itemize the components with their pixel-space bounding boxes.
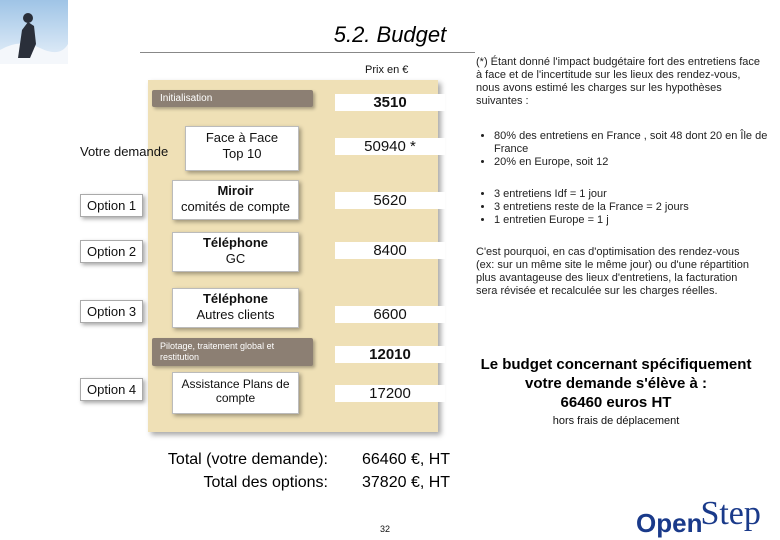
totals-labels: Total (votre demande): Total des options… xyxy=(100,448,328,494)
item-line2: GC xyxy=(225,251,246,266)
item-line2: Autres clients xyxy=(196,307,275,322)
corner-photo xyxy=(0,0,68,64)
label-option-1: Option 1 xyxy=(80,194,144,217)
total-demande-label: Total (votre demande): xyxy=(167,451,328,468)
item-face-a-face: Face à Face Top 10 xyxy=(185,126,299,171)
price-option-4: 17200 xyxy=(335,385,445,402)
bullet-item: 20% en Europe, soit 12 xyxy=(494,156,778,169)
bullet-item: 1 entretien Europe = 1 j xyxy=(494,214,778,227)
bullets-repartition: 80% des entretiens en France , soit 48 d… xyxy=(476,130,778,169)
item-assistance: Assistance Plans de compte xyxy=(172,372,299,414)
pill-initialisation: Initialisation xyxy=(152,90,313,107)
pill-pilotage: Pilotage, traitement global et restituti… xyxy=(152,338,313,366)
price-votre-demande: 50940 * xyxy=(335,138,445,155)
item-line2: comités de compte xyxy=(180,199,291,214)
page-title: 5.2. Budget xyxy=(333,22,447,47)
label-option-4: Option 4 xyxy=(80,378,144,401)
item-line1: Face à Face xyxy=(205,130,279,145)
total-demande-value: 66460 €, HT xyxy=(362,451,451,468)
page-number: 32 xyxy=(379,524,390,534)
budget-summary: Le budget concernant spécifiquement votr… xyxy=(466,355,766,412)
item-line2: Top 10 xyxy=(222,146,262,161)
logo-open: Open xyxy=(636,508,703,538)
summary-line-3: 66460 euros HT xyxy=(560,394,672,411)
prix-header: Prix en € xyxy=(365,64,409,76)
price-option-1: 5620 xyxy=(335,192,445,209)
price-option-2: 8400 xyxy=(335,242,445,259)
note-asterisk: (*) Étant donné l'impact budgétaire fort… xyxy=(476,56,760,107)
total-options-value: 37820 €, HT xyxy=(362,474,451,491)
bullet-item: 3 entretiens reste de la France = 2 jour… xyxy=(494,201,778,214)
item-line1: Assistance Plans de xyxy=(181,377,290,391)
item-telephone-gc: Téléphone GC xyxy=(172,232,299,272)
label-votre-demande: Votre demande xyxy=(80,144,169,159)
price-initialisation: 3510 xyxy=(335,94,445,111)
item-line1: Téléphone xyxy=(202,235,268,250)
label-option-3: Option 3 xyxy=(80,300,144,323)
label-option-2: Option 2 xyxy=(80,240,144,263)
item-miroir: Miroir comités de compte xyxy=(172,180,299,220)
openstep-logo: OpenStep xyxy=(636,495,761,539)
bullets-jours: 3 entretiens Idf = 1 jour 3 entretiens r… xyxy=(476,188,778,227)
price-option-3: 6600 xyxy=(335,306,445,323)
price-pilotage: 12010 xyxy=(335,346,445,363)
item-line1: Miroir xyxy=(217,183,254,198)
item-telephone-autres: Téléphone Autres clients xyxy=(172,288,299,328)
summary-sub: hors frais de déplacement xyxy=(552,415,680,427)
bullet-item: 80% des entretiens en France , soit 48 d… xyxy=(494,130,778,156)
paragraph-optimisation: C'est pourquoi, en cas d'optimisation de… xyxy=(476,246,749,297)
bullet-item: 3 entretiens Idf = 1 jour xyxy=(494,188,778,201)
summary-line-2: votre demande s'élève à : xyxy=(525,375,707,392)
logo-step: Step xyxy=(700,495,761,532)
item-line1: Téléphone xyxy=(202,291,268,306)
title-underline xyxy=(140,52,475,53)
item-line2: compte xyxy=(215,391,256,405)
total-options-label: Total des options: xyxy=(203,474,328,491)
summary-line-1: Le budget concernant spécifiquement xyxy=(480,356,752,373)
totals-values: 66460 €, HT 37820 €, HT xyxy=(362,448,482,494)
